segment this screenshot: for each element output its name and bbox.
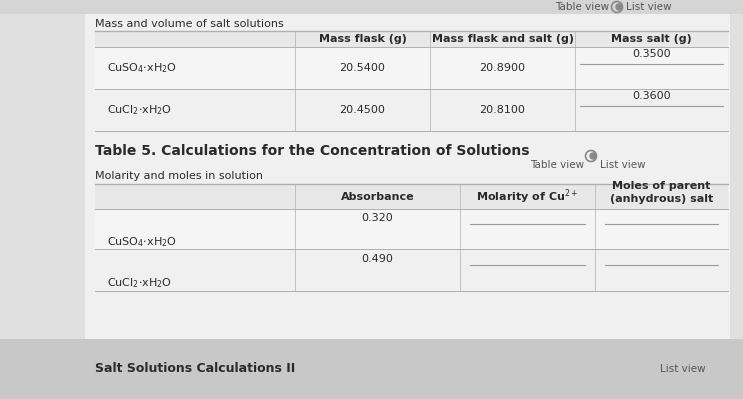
Text: List view: List view: [660, 364, 706, 374]
Circle shape: [590, 153, 596, 159]
Text: Table 5. Calculations for the Concentration of Solutions: Table 5. Calculations for the Concentrat…: [95, 144, 530, 158]
Text: CuCl$_2$$\cdot$xH$_2$O: CuCl$_2$$\cdot$xH$_2$O: [107, 103, 172, 117]
Text: 0.3500: 0.3500: [632, 49, 671, 59]
Text: Absorbance: Absorbance: [341, 192, 415, 201]
Text: 0.490: 0.490: [362, 254, 394, 264]
Text: 0.3600: 0.3600: [632, 91, 671, 101]
FancyBboxPatch shape: [95, 89, 728, 131]
Text: Molarity and moles in solution: Molarity and moles in solution: [95, 171, 263, 181]
FancyBboxPatch shape: [95, 47, 728, 89]
Text: Mass salt (g): Mass salt (g): [611, 34, 692, 44]
Text: Table view: Table view: [530, 160, 584, 170]
Text: CuCl$_2$$\cdot$xH$_2$O: CuCl$_2$$\cdot$xH$_2$O: [107, 276, 172, 290]
FancyBboxPatch shape: [0, 339, 743, 399]
Text: 20.5400: 20.5400: [340, 63, 386, 73]
Text: Table view: Table view: [555, 2, 609, 12]
FancyBboxPatch shape: [95, 209, 728, 249]
FancyBboxPatch shape: [95, 184, 728, 209]
FancyBboxPatch shape: [95, 249, 728, 291]
Text: Salt Solutions Calculations II: Salt Solutions Calculations II: [95, 363, 295, 375]
Text: CuSO$_4$$\cdot$xH$_2$O: CuSO$_4$$\cdot$xH$_2$O: [107, 235, 177, 249]
Text: Mass flask and salt (g): Mass flask and salt (g): [432, 34, 574, 44]
Text: List view: List view: [626, 2, 672, 12]
FancyBboxPatch shape: [85, 9, 730, 369]
FancyBboxPatch shape: [95, 31, 728, 47]
Text: 20.8900: 20.8900: [479, 63, 525, 73]
Text: 0.320: 0.320: [362, 213, 393, 223]
Text: 20.4500: 20.4500: [340, 105, 386, 115]
Text: Molarity of Cu$^{2+}$: Molarity of Cu$^{2+}$: [476, 187, 579, 206]
Text: Mass and volume of salt solutions: Mass and volume of salt solutions: [95, 19, 284, 29]
Text: Moles of parent
(anhydrous) salt: Moles of parent (anhydrous) salt: [610, 181, 713, 204]
FancyBboxPatch shape: [0, 0, 743, 14]
Text: List view: List view: [600, 160, 646, 170]
Text: Mass flask (g): Mass flask (g): [319, 34, 406, 44]
Text: 20.8100: 20.8100: [479, 105, 525, 115]
Circle shape: [616, 4, 622, 10]
Text: CuSO$_4$$\cdot$xH$_2$O: CuSO$_4$$\cdot$xH$_2$O: [107, 61, 177, 75]
